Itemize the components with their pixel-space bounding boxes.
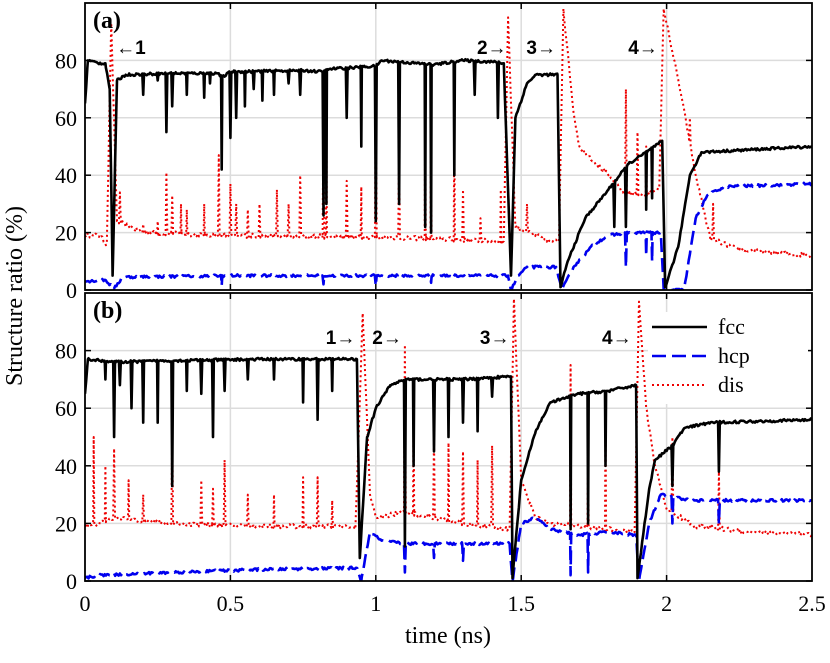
panel-label: (a) bbox=[93, 8, 121, 34]
series-line-hcp bbox=[85, 492, 812, 581]
x-tick-label: 1 bbox=[370, 591, 381, 616]
x-tick-labels: 0 0.5 1 1.5 2 2.5 bbox=[80, 591, 826, 616]
event-annotation: 3→ bbox=[480, 328, 510, 349]
panel-frame bbox=[84, 292, 813, 582]
legend-label-dis: dis bbox=[718, 372, 744, 397]
series-line-fcc bbox=[85, 57, 812, 289]
x-tick-label: 2 bbox=[661, 591, 672, 616]
event-annotation: 4→ bbox=[602, 328, 632, 349]
y-tick-label: 60 bbox=[55, 106, 77, 131]
event-annotation: 4→ bbox=[628, 38, 658, 59]
y-tick-label: 0 bbox=[66, 569, 77, 594]
y-tick-label: 40 bbox=[55, 163, 77, 188]
y-tick-label: 80 bbox=[55, 48, 77, 73]
y-tick-label: 20 bbox=[55, 511, 77, 536]
y-tick-label: 80 bbox=[55, 339, 77, 364]
x-axis-label: time (ns) bbox=[405, 623, 491, 649]
event-annotation: 2→ bbox=[477, 38, 507, 59]
x-tick-label: 0.5 bbox=[217, 591, 245, 616]
event-annotation: 3→ bbox=[526, 38, 556, 59]
series-group bbox=[85, 7, 812, 290]
grid bbox=[85, 3, 812, 290]
panel-label: (b) bbox=[93, 298, 122, 324]
panel-a: 0 20 40 60 80 (a) ←1 2→ 3→ 4→ bbox=[55, 2, 813, 303]
legend-label-fcc: fcc bbox=[718, 314, 745, 339]
y-axis-label: Structure ratio (%) bbox=[2, 206, 28, 386]
x-tick-label: 2.5 bbox=[798, 591, 826, 616]
y-tick-label: 20 bbox=[55, 221, 77, 246]
series-line-fcc bbox=[85, 356, 812, 580]
event-annotation: ←1 bbox=[116, 38, 146, 59]
panel-b: 0 20 40 60 80 (b) 1→ 2→ 3→ 4→ fcc hcp dis bbox=[55, 292, 813, 594]
series-line-hcp bbox=[85, 181, 812, 290]
y-tick-label: 0 bbox=[66, 278, 77, 303]
series-group bbox=[85, 297, 812, 581]
y-tick-label: 60 bbox=[55, 396, 77, 421]
event-annotation: 2→ bbox=[372, 328, 402, 349]
legend: fcc hcp dis bbox=[648, 312, 808, 404]
event-annotation: 1→ bbox=[326, 328, 356, 349]
x-tick-label: 1.5 bbox=[507, 591, 535, 616]
x-tick-label: 0 bbox=[80, 591, 91, 616]
legend-label-hcp: hcp bbox=[718, 343, 750, 368]
panel-frame bbox=[84, 2, 813, 291]
y-tick-label: 40 bbox=[55, 454, 77, 479]
series-line-dis bbox=[85, 7, 812, 259]
